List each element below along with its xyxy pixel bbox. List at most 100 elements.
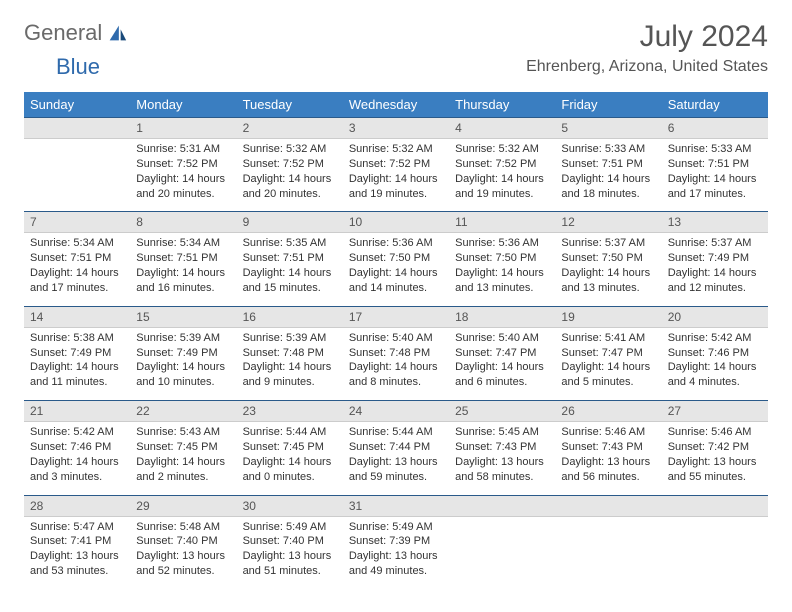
day-number: 9 [237, 212, 343, 233]
day-cell-line: Sunrise: 5:49 AM [349, 520, 443, 535]
day-cell-line: Daylight: 14 hours and 15 minutes. [243, 266, 337, 296]
day-number: 31 [343, 495, 449, 516]
day-cell-line: Sunset: 7:42 PM [668, 440, 762, 455]
day-number: 11 [449, 212, 555, 233]
day-cell-line: Daylight: 14 hours and 12 minutes. [668, 266, 762, 296]
dow-tuesday: Tuesday [237, 92, 343, 118]
day-number: 2 [237, 118, 343, 139]
dow-thursday: Thursday [449, 92, 555, 118]
day-cell: Sunrise: 5:44 AMSunset: 7:44 PMDaylight:… [343, 422, 449, 495]
day-cell: Sunrise: 5:39 AMSunset: 7:48 PMDaylight:… [237, 327, 343, 400]
day-cell-line: Sunset: 7:40 PM [243, 534, 337, 549]
day-cell: Sunrise: 5:32 AMSunset: 7:52 PMDaylight:… [449, 139, 555, 212]
day-cell: Sunrise: 5:32 AMSunset: 7:52 PMDaylight:… [237, 139, 343, 212]
day-number: 28 [24, 495, 130, 516]
day-cell-line: Sunrise: 5:47 AM [30, 520, 124, 535]
dow-wednesday: Wednesday [343, 92, 449, 118]
day-cell-line: Sunset: 7:52 PM [136, 157, 230, 172]
day-number: 29 [130, 495, 236, 516]
day-cell-line: Daylight: 13 hours and 51 minutes. [243, 549, 337, 579]
day-cell-line: Sunset: 7:45 PM [136, 440, 230, 455]
day-cell: Sunrise: 5:39 AMSunset: 7:49 PMDaylight:… [130, 327, 236, 400]
day-cell-line: Sunrise: 5:44 AM [349, 425, 443, 440]
day-cell-line: Daylight: 14 hours and 6 minutes. [455, 360, 549, 390]
day-cell-line: Sunrise: 5:31 AM [136, 142, 230, 157]
day-cell: Sunrise: 5:36 AMSunset: 7:50 PMDaylight:… [449, 233, 555, 306]
logo-text-blue: Blue [56, 54, 100, 79]
day-cell-line: Sunset: 7:51 PM [561, 157, 655, 172]
day-cell-line: Daylight: 13 hours and 49 minutes. [349, 549, 443, 579]
day-cell-line: Daylight: 13 hours and 52 minutes. [136, 549, 230, 579]
day-content-row: Sunrise: 5:31 AMSunset: 7:52 PMDaylight:… [24, 139, 768, 212]
day-cell: Sunrise: 5:32 AMSunset: 7:52 PMDaylight:… [343, 139, 449, 212]
day-cell-line: Sunset: 7:46 PM [668, 346, 762, 361]
month-title: July 2024 [526, 20, 768, 54]
day-cell-line: Daylight: 13 hours and 59 minutes. [349, 455, 443, 485]
day-cell-line: Sunrise: 5:42 AM [668, 331, 762, 346]
day-cell-line: Sunrise: 5:39 AM [243, 331, 337, 346]
day-number [555, 495, 661, 516]
day-cell-line: Daylight: 14 hours and 10 minutes. [136, 360, 230, 390]
day-number: 27 [662, 401, 768, 422]
day-cell: Sunrise: 5:38 AMSunset: 7:49 PMDaylight:… [24, 327, 130, 400]
day-cell: Sunrise: 5:36 AMSunset: 7:50 PMDaylight:… [343, 233, 449, 306]
day-cell: Sunrise: 5:33 AMSunset: 7:51 PMDaylight:… [555, 139, 661, 212]
day-number: 17 [343, 306, 449, 327]
calendar-table: Sunday Monday Tuesday Wednesday Thursday… [24, 92, 768, 589]
day-cell-line: Daylight: 14 hours and 5 minutes. [561, 360, 655, 390]
day-number: 15 [130, 306, 236, 327]
day-cell-line: Daylight: 14 hours and 3 minutes. [30, 455, 124, 485]
day-cell-line: Daylight: 14 hours and 11 minutes. [30, 360, 124, 390]
days-of-week-row: Sunday Monday Tuesday Wednesday Thursday… [24, 92, 768, 118]
day-cell: Sunrise: 5:40 AMSunset: 7:48 PMDaylight:… [343, 327, 449, 400]
day-cell-line: Sunrise: 5:37 AM [668, 236, 762, 251]
day-cell-line: Daylight: 14 hours and 2 minutes. [136, 455, 230, 485]
day-number: 7 [24, 212, 130, 233]
day-cell-line: Sunrise: 5:42 AM [30, 425, 124, 440]
day-cell-line: Daylight: 14 hours and 17 minutes. [30, 266, 124, 296]
logo-blue-wrap: Blue [24, 54, 768, 80]
day-cell: Sunrise: 5:46 AMSunset: 7:43 PMDaylight:… [555, 422, 661, 495]
day-cell: Sunrise: 5:37 AMSunset: 7:49 PMDaylight:… [662, 233, 768, 306]
logo-sail-icon [106, 22, 128, 44]
day-cell: Sunrise: 5:49 AMSunset: 7:39 PMDaylight:… [343, 516, 449, 589]
day-cell-line: Daylight: 14 hours and 19 minutes. [455, 172, 549, 202]
day-number: 25 [449, 401, 555, 422]
day-cell-line: Daylight: 14 hours and 18 minutes. [561, 172, 655, 202]
day-cell-line: Daylight: 13 hours and 53 minutes. [30, 549, 124, 579]
logo: General [24, 20, 130, 46]
day-number: 16 [237, 306, 343, 327]
day-cell-line: Sunrise: 5:49 AM [243, 520, 337, 535]
day-cell: Sunrise: 5:47 AMSunset: 7:41 PMDaylight:… [24, 516, 130, 589]
day-cell: Sunrise: 5:41 AMSunset: 7:47 PMDaylight:… [555, 327, 661, 400]
day-cell [555, 516, 661, 589]
day-cell-line: Sunrise: 5:41 AM [561, 331, 655, 346]
day-number: 4 [449, 118, 555, 139]
day-number: 6 [662, 118, 768, 139]
day-cell-line: Daylight: 14 hours and 14 minutes. [349, 266, 443, 296]
day-cell-line: Daylight: 14 hours and 16 minutes. [136, 266, 230, 296]
day-cell-line: Sunrise: 5:36 AM [455, 236, 549, 251]
day-cell-line: Sunrise: 5:32 AM [243, 142, 337, 157]
day-number [24, 118, 130, 139]
day-cell-line: Sunrise: 5:37 AM [561, 236, 655, 251]
day-cell-line: Sunset: 7:52 PM [243, 157, 337, 172]
day-cell-line: Sunset: 7:52 PM [349, 157, 443, 172]
day-cell-line: Daylight: 14 hours and 8 minutes. [349, 360, 443, 390]
day-cell-line: Sunset: 7:47 PM [561, 346, 655, 361]
day-cell-line: Daylight: 14 hours and 20 minutes. [136, 172, 230, 202]
day-cell-line: Sunrise: 5:46 AM [561, 425, 655, 440]
day-number: 8 [130, 212, 236, 233]
day-cell-line: Sunset: 7:47 PM [455, 346, 549, 361]
day-cell-line: Sunrise: 5:40 AM [455, 331, 549, 346]
day-cell: Sunrise: 5:45 AMSunset: 7:43 PMDaylight:… [449, 422, 555, 495]
day-cell-line: Sunrise: 5:44 AM [243, 425, 337, 440]
day-content-row: Sunrise: 5:42 AMSunset: 7:46 PMDaylight:… [24, 422, 768, 495]
day-cell-line: Sunset: 7:50 PM [349, 251, 443, 266]
day-cell-line: Sunrise: 5:39 AM [136, 331, 230, 346]
day-cell-line: Sunset: 7:50 PM [561, 251, 655, 266]
day-cell: Sunrise: 5:49 AMSunset: 7:40 PMDaylight:… [237, 516, 343, 589]
day-cell [449, 516, 555, 589]
day-cell-line: Sunset: 7:43 PM [455, 440, 549, 455]
day-cell-line: Sunrise: 5:43 AM [136, 425, 230, 440]
